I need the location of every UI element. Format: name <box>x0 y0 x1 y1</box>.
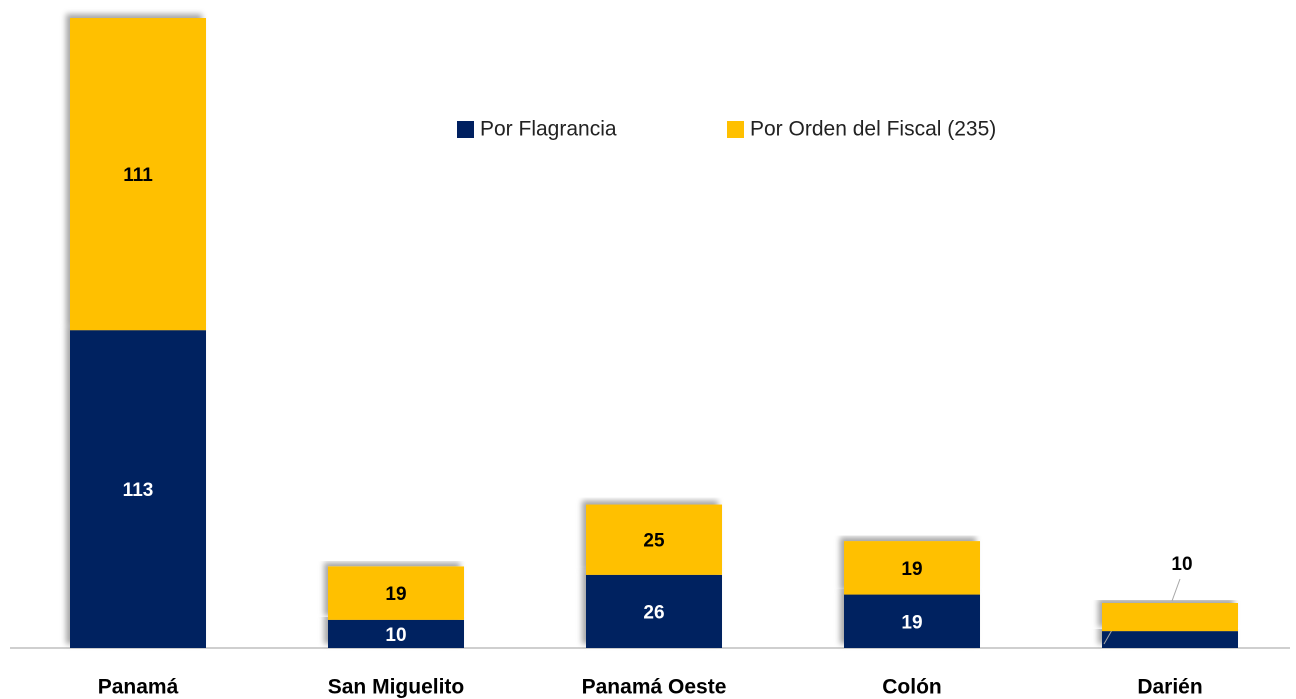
legend-swatch <box>457 121 474 138</box>
data-label: 26 <box>643 602 664 623</box>
bar-segment <box>844 541 980 595</box>
legend-label: Por Flagrancia <box>480 118 617 141</box>
bar-segment <box>586 574 722 648</box>
x-tick-label: Panamá <box>98 676 179 699</box>
bar-segment <box>328 566 464 620</box>
bar-segment <box>1102 631 1238 648</box>
legend-swatch <box>727 121 744 138</box>
bar-segment <box>586 504 722 575</box>
bar-segment <box>1102 603 1238 632</box>
data-label: 19 <box>901 559 922 580</box>
data-label: 25 <box>643 531 665 552</box>
x-tick-label: San Miguelito <box>328 676 465 699</box>
x-tick-label: Colón <box>882 676 941 699</box>
data-label: 19 <box>385 584 406 605</box>
data-label: 10 <box>1171 554 1192 575</box>
x-tick-label: Darién <box>1137 676 1202 699</box>
data-label: 113 <box>123 480 154 501</box>
leader-line <box>1171 578 1181 602</box>
data-label: 19 <box>901 612 922 633</box>
bar-segment <box>844 594 980 648</box>
data-label: 10 <box>385 625 406 646</box>
bar-segment <box>70 18 206 331</box>
x-tick-label: Panamá Oeste <box>582 676 727 699</box>
data-label: 111 <box>123 165 153 186</box>
legend-label: Por Orden del Fiscal (235) <box>750 118 996 141</box>
bar-segment <box>328 619 464 648</box>
bar-segment <box>70 330 206 648</box>
